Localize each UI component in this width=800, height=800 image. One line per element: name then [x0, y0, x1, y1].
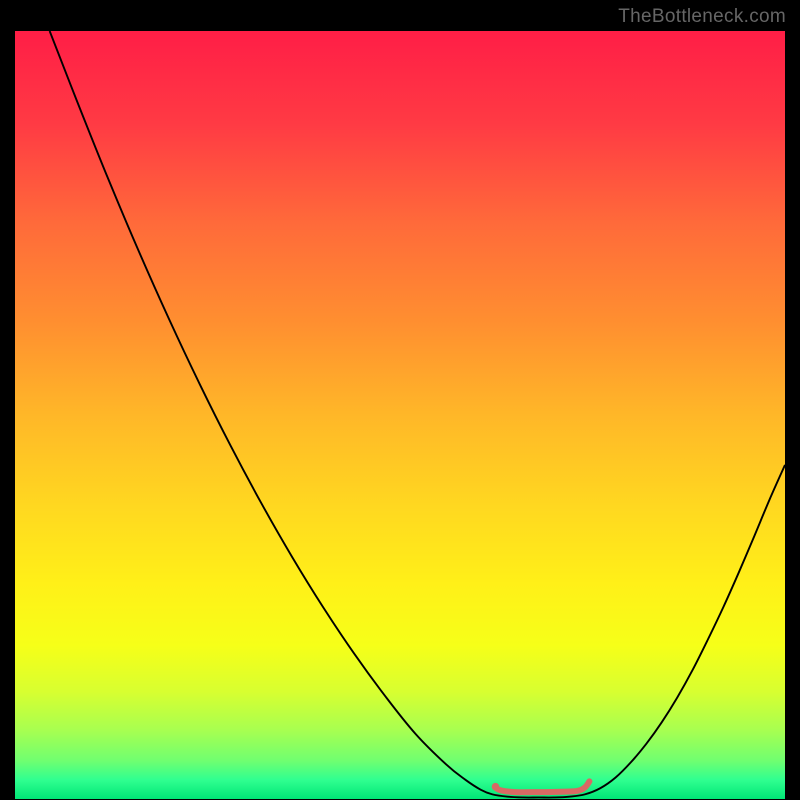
bottleneck-curve: [50, 31, 785, 798]
watermark-text: TheBottleneck.com: [618, 6, 786, 28]
optimal-start-dot: [492, 783, 500, 791]
chart-curves: [15, 31, 785, 799]
optimal-range-marker: [496, 781, 589, 792]
chart-container: [15, 31, 785, 799]
